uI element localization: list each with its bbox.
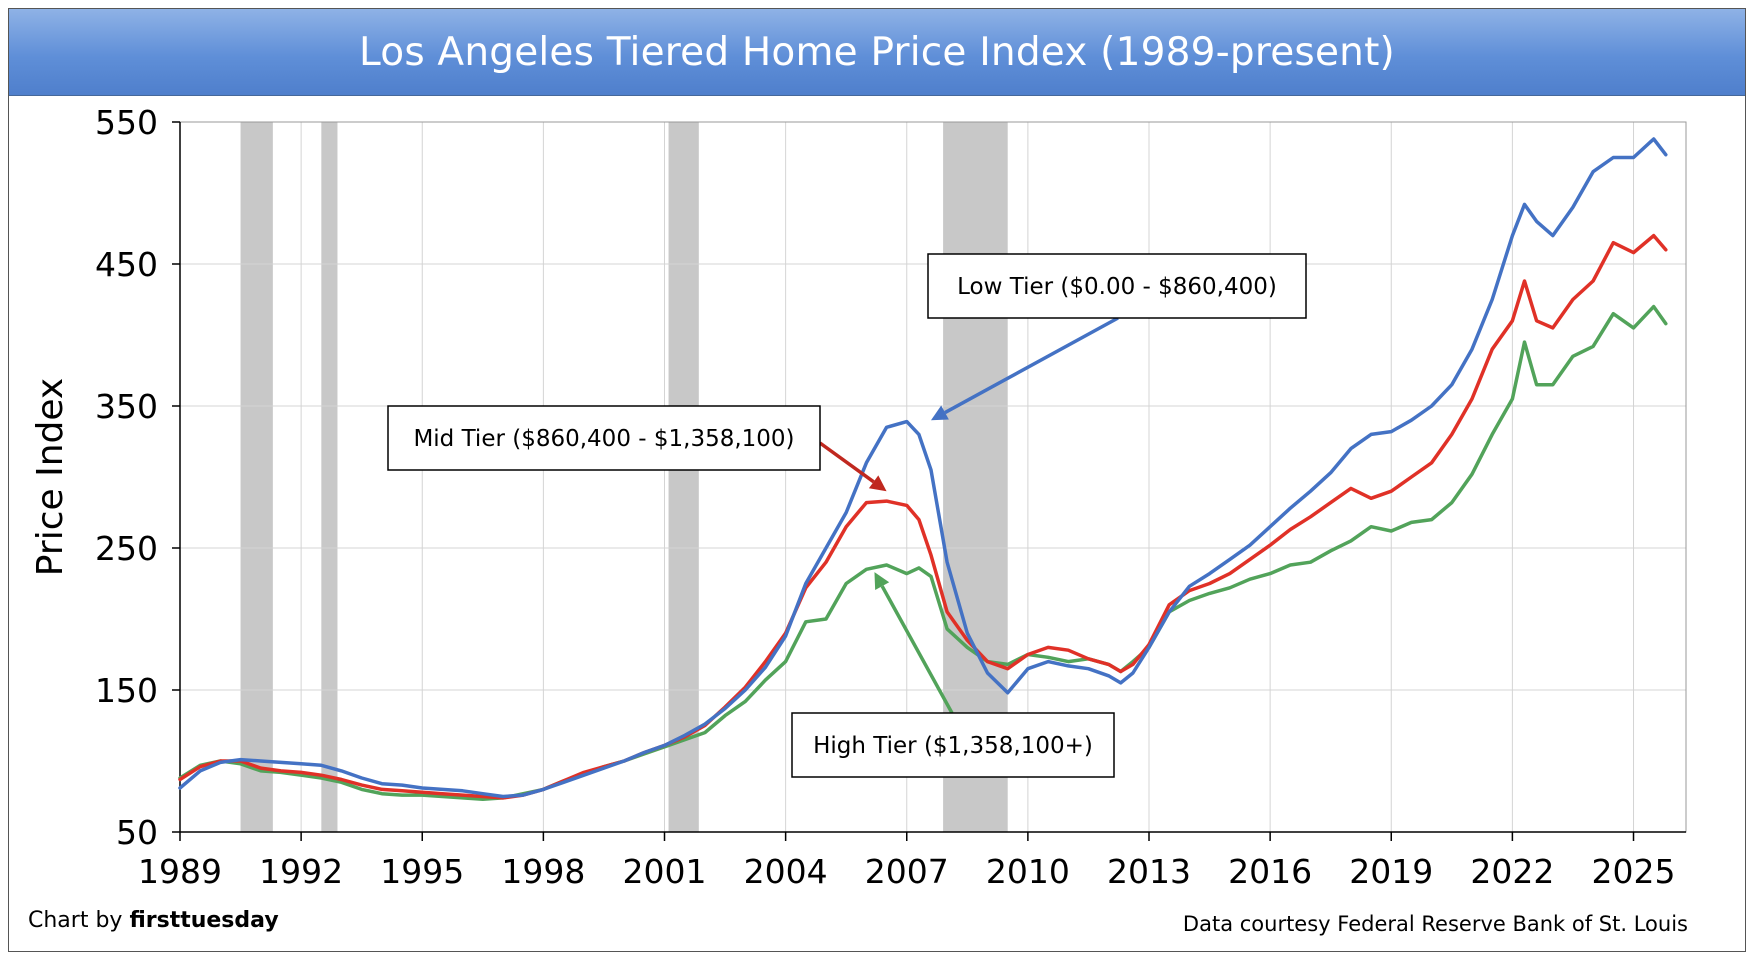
annotation-arrowhead	[930, 405, 949, 421]
credit-chart-by: Chart by firsttuesday	[28, 908, 279, 933]
y-tick-label: 50	[116, 813, 158, 852]
annotation-label: High Tier ($1,358,100+)	[813, 733, 1093, 759]
x-tick-label: 2004	[744, 852, 828, 891]
credit-data-source: Data courtesy Federal Reserve Bank of St…	[1182, 912, 1688, 936]
x-tick-label: 2019	[1349, 852, 1433, 891]
recession-band-1	[321, 122, 338, 832]
annotation-label: Low Tier ($0.00 - $860,400)	[957, 274, 1277, 300]
recession-band-2	[668, 122, 699, 832]
y-tick-label: 150	[95, 671, 158, 710]
series-line-low-tier	[178, 137, 1668, 799]
y-tick-label: 550	[95, 103, 158, 142]
axes: 1989 1992 1995 1998 2001 2004 2007 2010 2013 2016…	[95, 103, 1686, 891]
y-tick-label: 450	[95, 245, 158, 284]
annotation-arrowhead	[868, 475, 887, 492]
annotation-arrow-line	[944, 316, 1119, 415]
credit-prefix: Chart by	[28, 908, 130, 933]
recession-band-0	[240, 122, 273, 832]
annotations: Low Tier ($0.00 - $860,400) Mid Tier ($86…	[387, 253, 1307, 778]
y-tick-label: 250	[95, 529, 158, 568]
chart-title: Los Angeles Tiered Home Price Index (198…	[359, 29, 1395, 75]
x-tick-label: 2025	[1592, 852, 1676, 891]
annotation-label: Mid Tier ($860,400 - $1,358,100)	[413, 426, 794, 452]
x-tick-label: 1998	[501, 852, 585, 891]
annotation-box	[791, 712, 1115, 778]
annotation-box	[387, 405, 821, 471]
x-tick-label: 2016	[1228, 852, 1312, 891]
series-line-mid-tier	[178, 233, 1668, 800]
x-tick-label: 1995	[380, 852, 464, 891]
x-tick-label: 2022	[1470, 852, 1554, 891]
x-tick-label: 2007	[865, 852, 949, 891]
x-tick-label: 1992	[259, 852, 343, 891]
series-line-high-tier	[178, 304, 1668, 802]
chart-frame: Los Angeles Tiered Home Price Index (198…	[8, 8, 1746, 952]
y-tick-label: 350	[95, 387, 158, 426]
series-lines	[178, 137, 1668, 802]
x-tick-label: 1989	[138, 852, 222, 891]
credit-brand: firsttuesday	[129, 908, 279, 933]
x-tick-label: 2010	[986, 852, 1070, 891]
title-bar: Los Angeles Tiered Home Price Index (198…	[9, 9, 1745, 96]
annotation-arrowhead	[874, 572, 890, 591]
annotation-arrow-line	[818, 441, 875, 484]
annotation-box	[927, 253, 1307, 319]
x-tick-label: 2001	[623, 852, 707, 891]
x-tick-label: 2013	[1107, 852, 1191, 891]
y-axis-label: Price Index	[30, 378, 71, 576]
annotation-arrow-line	[880, 585, 954, 714]
